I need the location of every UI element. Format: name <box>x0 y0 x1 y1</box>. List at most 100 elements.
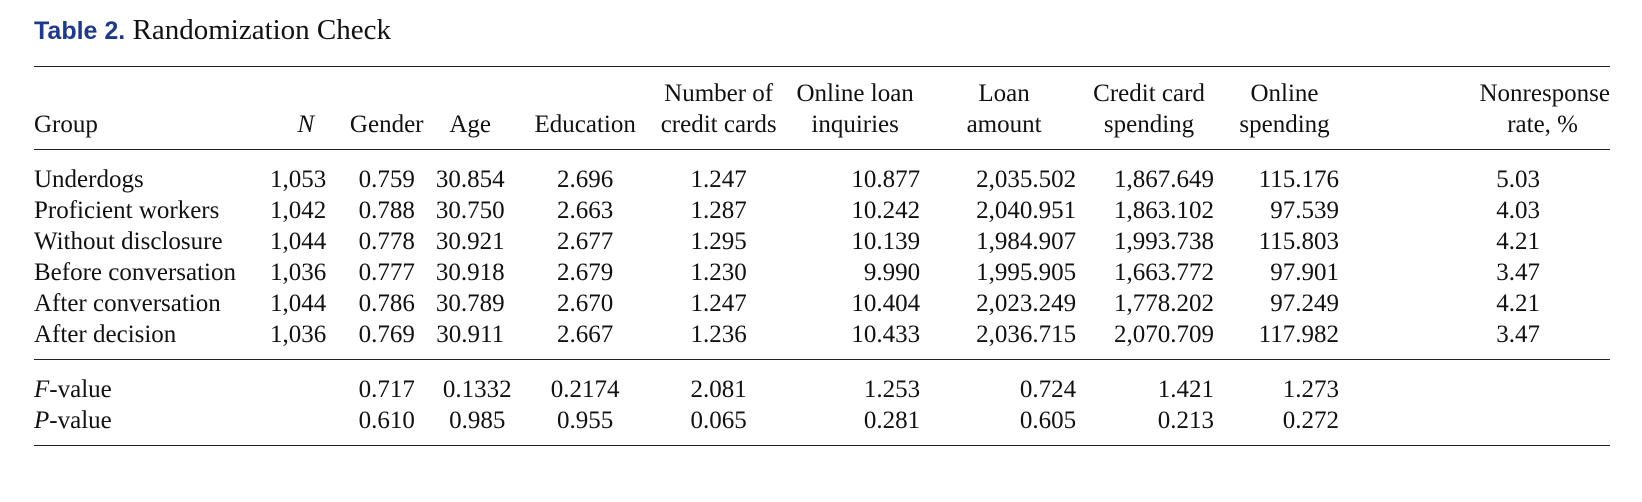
cell-n: 1,044 <box>269 290 327 317</box>
cell-credit-cards: 1.247 <box>690 290 747 317</box>
cell-online-spending: 97.539 <box>1270 197 1339 224</box>
cell-online-spending: 115.176 <box>1258 166 1339 193</box>
cell-gender: 0.778 <box>358 228 415 255</box>
cell-cc-spending: 1,993.738 <box>1114 228 1215 255</box>
cell-nonresponse: 4.21 <box>1496 290 1540 317</box>
cell-group: Before conversation <box>34 259 237 286</box>
stat-row: P-value 0.610 0.985 0.955 0.065 0.281 0.605 0.2… <box>34 405 1610 446</box>
stat-education: 0.2174 <box>550 376 620 403</box>
cell-education: 2.667 <box>557 321 614 348</box>
cell-gender: 0.769 <box>358 321 415 348</box>
cell-gender: 0.759 <box>358 166 415 193</box>
cell-group: Without disclosure <box>34 228 223 255</box>
col-header-nonresponse: Nonresponse rate, % <box>1479 80 1610 138</box>
cell-education: 2.696 <box>557 166 614 193</box>
cell-nonresponse: 5.03 <box>1496 166 1540 193</box>
cell-n: 1,036 <box>269 259 327 286</box>
stat-online-spending: 1.273 <box>1282 376 1339 403</box>
stat-loan-amount: 0.724 <box>1019 376 1077 403</box>
col-header-loan-amount: Loan amount <box>966 80 1042 138</box>
cell-loan-inquiries: 10.404 <box>851 290 921 317</box>
cell-gender: 0.788 <box>358 197 415 224</box>
cell-credit-cards: 1.247 <box>690 166 747 193</box>
cell-age: 30.789 <box>435 290 505 317</box>
cell-credit-cards: 1.236 <box>690 321 747 348</box>
stat-online-spending: 0.272 <box>1282 407 1339 434</box>
cell-gender: 0.786 <box>358 290 415 317</box>
cell-loan-amount: 2,023.249 <box>976 290 1077 317</box>
stat-nonresponse <box>1351 360 1610 406</box>
table-row: Before conversation 1,036 0.777 30.918 2.679… <box>34 257 1610 288</box>
col-header-education: Education <box>534 111 636 138</box>
cell-online-spending: 97.249 <box>1270 290 1339 317</box>
stat-education: 0.955 <box>557 407 614 434</box>
stat-age: 0.985 <box>449 407 506 434</box>
cell-cc-spending: 1,663.772 <box>1114 259 1215 286</box>
cell-n: 1,042 <box>269 197 327 224</box>
stat-gender: 0.717 <box>358 376 415 403</box>
cell-loan-amount: 2,035.502 <box>976 166 1077 193</box>
cell-nonresponse: 4.03 <box>1496 197 1540 224</box>
cell-online-spending: 115.803 <box>1258 228 1339 255</box>
cell-loan-amount: 2,040.951 <box>976 197 1077 224</box>
cell-group: After conversation <box>34 290 221 317</box>
table-row: After decision 1,036 0.769 30.911 2.667 1.236… <box>34 319 1610 360</box>
col-header-gender: Gender <box>349 111 424 138</box>
stat-n <box>270 405 328 446</box>
cell-loan-inquiries: 10.433 <box>851 321 921 348</box>
cell-n: 1,044 <box>269 228 327 255</box>
table-title: Randomization Check <box>132 14 392 46</box>
table-row: Underdogs 1,053 0.759 30.854 2.696 1.247 10.87… <box>34 150 1610 196</box>
stat-age: 0.1332 <box>442 376 512 403</box>
col-header-credit-cards: Number of credit cards <box>660 80 777 138</box>
cell-gender: 0.777 <box>358 259 415 286</box>
cell-cc-spending: 1,863.102 <box>1114 197 1215 224</box>
cell-loan-inquiries: 10.139 <box>851 228 921 255</box>
table-row: Without disclosure 1,044 0.778 30.921 2.677 1… <box>34 226 1610 257</box>
stat-cc-spending: 1.421 <box>1157 376 1215 403</box>
stat-label: F-value <box>34 376 112 403</box>
stat-loan-amount: 0.605 <box>1019 407 1077 434</box>
cell-age: 30.921 <box>435 228 505 255</box>
cell-group: Proficient workers <box>34 197 220 224</box>
col-header-age: Age <box>449 111 492 138</box>
stat-n <box>270 360 328 406</box>
cell-loan-inquiries: 10.877 <box>851 166 921 193</box>
table-caption: Table 2. Randomization Check <box>34 14 391 47</box>
cell-nonresponse: 3.47 <box>1496 259 1540 286</box>
randomization-table: Group N Gender Age Education Number of cr… <box>34 66 1610 446</box>
col-header-cc-spending: Credit card spending <box>1093 80 1205 138</box>
cell-loan-inquiries: 9.990 <box>863 259 921 286</box>
cell-online-spending: 117.982 <box>1258 321 1339 348</box>
cell-education: 2.670 <box>557 290 614 317</box>
col-header-group: Group <box>34 111 98 138</box>
cell-credit-cards: 1.287 <box>690 197 747 224</box>
stat-credit-cards: 0.065 <box>690 407 747 434</box>
cell-online-spending: 97.901 <box>1270 259 1339 286</box>
table-label: Table 2. <box>34 17 126 45</box>
cell-cc-spending: 2,070.709 <box>1114 321 1215 348</box>
cell-loan-inquiries: 10.242 <box>851 197 921 224</box>
cell-loan-amount: 1,995.905 <box>976 259 1077 286</box>
stat-credit-cards: 2.081 <box>690 376 747 403</box>
stat-cc-spending: 0.213 <box>1157 407 1215 434</box>
header-row: Group N Gender Age Education Number of cr… <box>34 67 1610 150</box>
cell-education: 2.679 <box>557 259 614 286</box>
cell-nonresponse: 4.21 <box>1496 228 1540 255</box>
cell-credit-cards: 1.295 <box>690 228 747 255</box>
cell-cc-spending: 1,867.649 <box>1114 166 1215 193</box>
cell-loan-amount: 1,984.907 <box>976 228 1077 255</box>
cell-n: 1,053 <box>269 166 327 193</box>
stat-nonresponse <box>1351 405 1610 446</box>
cell-education: 2.677 <box>557 228 614 255</box>
cell-age: 30.750 <box>435 197 505 224</box>
cell-loan-amount: 2,036.715 <box>976 321 1077 348</box>
stat-gender: 0.610 <box>358 407 415 434</box>
col-header-loan-inquiries: Online loan inquiries <box>796 80 914 138</box>
cell-cc-spending: 1,778.202 <box>1114 290 1215 317</box>
cell-credit-cards: 1.230 <box>690 259 747 286</box>
cell-age: 30.911 <box>436 321 505 348</box>
cell-nonresponse: 3.47 <box>1496 321 1540 348</box>
stat-row: F-value 0.717 0.1332 0.2174 2.081 1.253 0.724 1… <box>34 360 1610 406</box>
cell-n: 1,036 <box>269 321 327 348</box>
